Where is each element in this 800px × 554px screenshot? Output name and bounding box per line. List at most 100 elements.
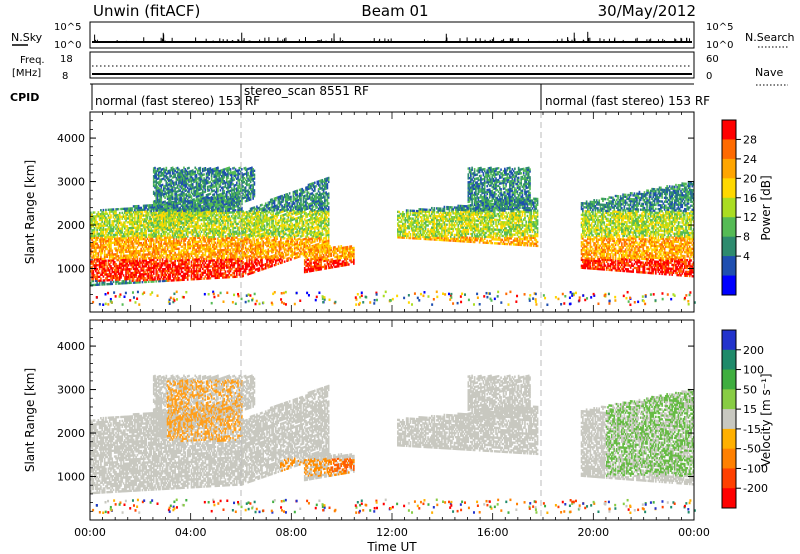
power-cell [213, 193, 215, 195]
power-cell [94, 227, 96, 229]
power-cell [148, 281, 150, 283]
power-cell [109, 269, 111, 271]
power-cell [199, 233, 201, 235]
power-cell [164, 246, 166, 248]
power-cell [188, 208, 190, 210]
power-cell [245, 186, 247, 188]
power-cell [237, 223, 239, 225]
power-cell [196, 217, 198, 219]
power-cell [94, 211, 96, 213]
power-cell [174, 174, 176, 176]
power-cell [158, 274, 160, 276]
power-cell [132, 213, 134, 215]
nsky-tick-bottom: 10^0 [54, 40, 81, 51]
power-cell [217, 167, 219, 169]
power-cell [93, 270, 95, 272]
power-cell [236, 182, 238, 184]
power-cell [111, 249, 113, 251]
power-cell [168, 246, 170, 248]
power-cell [142, 228, 144, 230]
power-cell [210, 193, 212, 195]
nsky-trace [92, 32, 692, 42]
power-cell [158, 230, 160, 232]
power-cell [105, 260, 107, 262]
power-cell [216, 243, 218, 245]
nsearch-tick-bottom: 10^0 [706, 40, 733, 51]
power-cell [119, 212, 121, 214]
nsky-tick-top: 10^5 [54, 22, 81, 33]
power-cell [201, 231, 203, 233]
power-cell [232, 223, 234, 225]
power-cell [208, 177, 210, 179]
power-cell [193, 198, 195, 200]
power-cell [104, 279, 106, 281]
power-cell [217, 188, 219, 190]
power-cell [235, 227, 237, 229]
power-cell [199, 167, 201, 169]
power-cell [169, 264, 171, 266]
power-cell [211, 271, 213, 273]
nsearch-tick-top: 10^5 [706, 22, 733, 33]
power-cell [105, 209, 107, 211]
cpid-segment-1: normal (fast stereo) 153 RF [95, 94, 260, 108]
power-cell [208, 189, 210, 191]
power-cell [104, 250, 106, 252]
power-cell [225, 231, 227, 233]
power-cell [215, 238, 217, 240]
power-cell [203, 277, 205, 279]
power-cell [197, 254, 199, 256]
power-cell [208, 213, 210, 215]
cpid-segment-3: normal (fast stereo) 153 RF [545, 94, 710, 108]
beam-title: Beam 01 [361, 2, 428, 20]
power-cell [118, 208, 120, 210]
power-cell [182, 222, 184, 224]
freq-label-1: Freq. [20, 55, 45, 66]
power-cell [130, 268, 132, 270]
power-cell [186, 220, 188, 222]
power-cell [145, 240, 147, 242]
power-cell [230, 229, 232, 231]
power-cell [152, 275, 154, 277]
power-cell [128, 264, 130, 266]
power-cell [166, 167, 168, 169]
power-cell [137, 256, 139, 258]
power-cell [241, 168, 243, 170]
power-cell [155, 280, 157, 282]
nsearch-label: N.Search [745, 31, 795, 44]
date-title: 30/May/2012 [598, 2, 696, 20]
power-cell [210, 277, 212, 279]
nsky-label: N.Sky [11, 31, 43, 44]
freq-trace [92, 66, 692, 74]
power-cell [157, 270, 159, 272]
power-cell [155, 215, 157, 217]
power-cell [210, 244, 212, 246]
power-cell [98, 252, 100, 254]
power-cell [154, 167, 156, 169]
power-cell [145, 257, 147, 259]
power-cell [230, 217, 232, 219]
power-cell [194, 170, 196, 172]
power-cell [130, 282, 132, 284]
power-cell [221, 224, 223, 226]
power-cell [164, 197, 166, 199]
power-cell [196, 174, 198, 176]
power-cell [133, 242, 135, 244]
power-cell [254, 189, 256, 191]
power-cell [225, 205, 227, 207]
power-cell [189, 241, 191, 243]
power-cell [183, 210, 185, 212]
power-cell [233, 179, 235, 181]
power-cell [188, 167, 190, 169]
power-cell [137, 246, 139, 248]
power-cell [221, 208, 223, 210]
power-cell [145, 230, 147, 232]
power-cell [144, 250, 146, 252]
cpid-label: CPID [10, 91, 39, 104]
power-cell [153, 230, 155, 232]
power-cell [231, 268, 233, 270]
power-cell [103, 275, 105, 277]
power-cell [230, 249, 232, 251]
power-cell [225, 270, 227, 272]
nave-label: Nave [755, 66, 783, 79]
